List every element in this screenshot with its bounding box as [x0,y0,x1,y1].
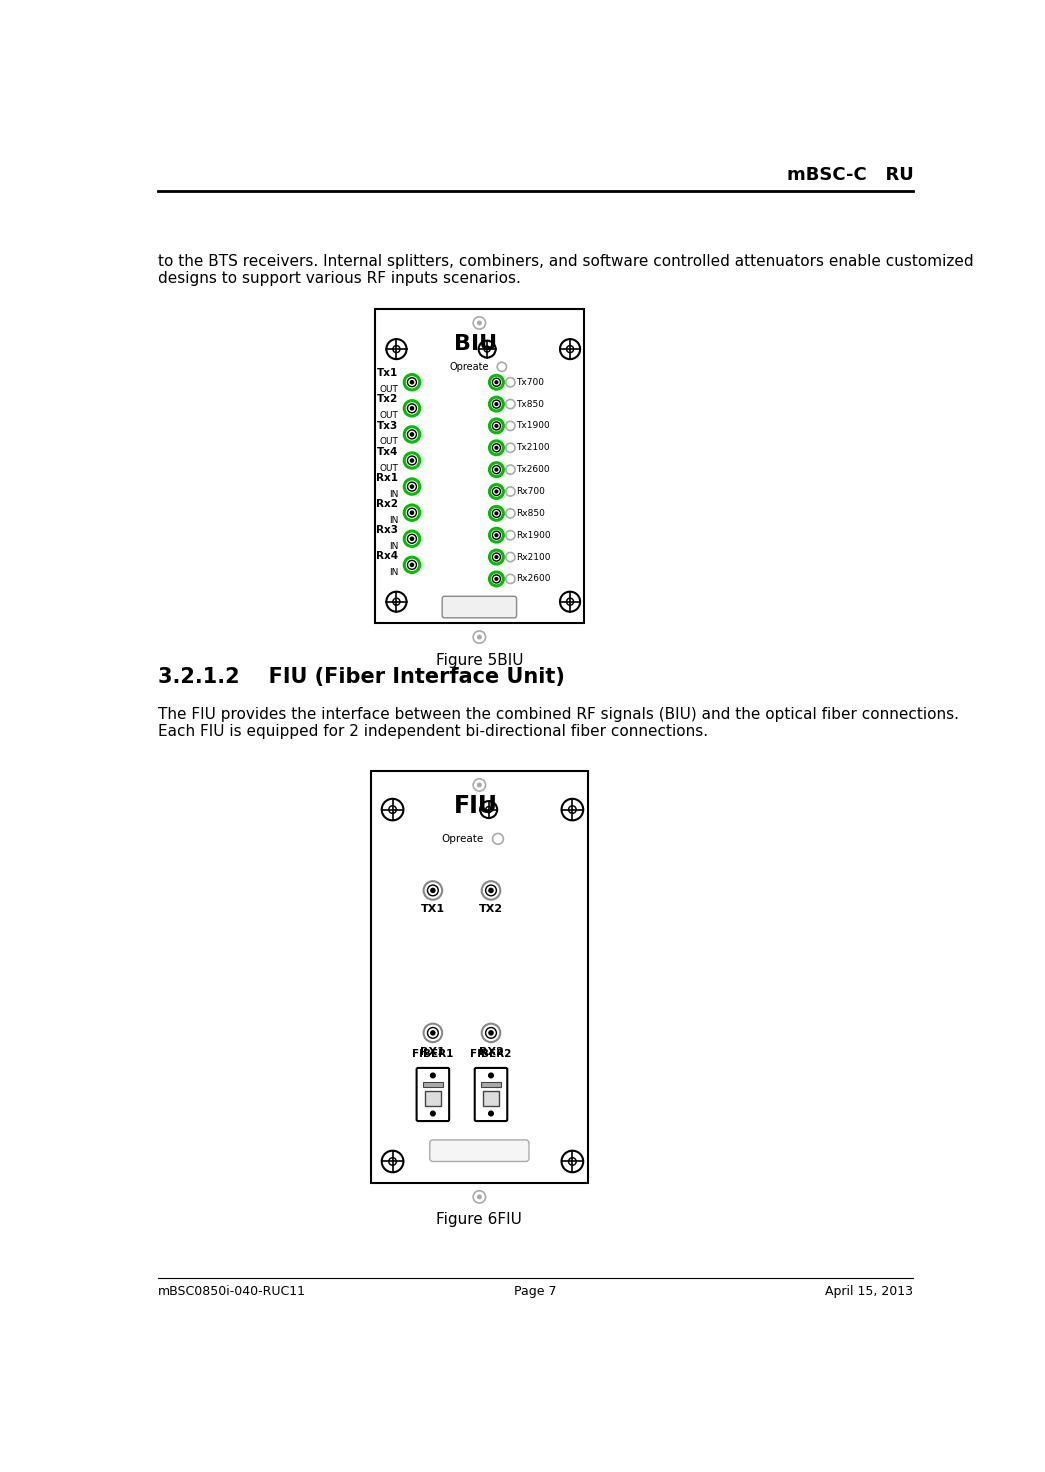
Circle shape [410,536,414,542]
Text: Rx2100: Rx2100 [516,552,551,561]
Circle shape [410,511,414,515]
Text: Rx4: Rx4 [376,551,398,561]
FancyBboxPatch shape [442,596,516,618]
Bar [483,1091,500,1107]
Text: TX1: TX1 [421,904,445,914]
Text: FIBER1: FIBER1 [412,1050,454,1058]
Text: April 15, 2013: April 15, 2013 [826,1285,913,1298]
Text: Opreate: Opreate [450,362,489,372]
FancyBboxPatch shape [474,1067,507,1122]
Circle shape [431,1073,435,1078]
Text: Tx700: Tx700 [516,378,544,387]
Text: mBSC0850i-040-RUC11: mBSC0850i-040-RUC11 [158,1285,306,1298]
Text: Rx1900: Rx1900 [516,531,551,540]
Circle shape [488,1030,494,1036]
Circle shape [410,458,414,462]
Circle shape [489,1111,493,1116]
Circle shape [494,577,498,581]
Text: designs to support various RF inputs scenarios.: designs to support various RF inputs sce… [158,271,520,286]
Text: mBSC-C   RU: mBSC-C RU [787,165,913,184]
Text: Each FIU is equipped for 2 independent bi-directional fiber connections.: Each FIU is equipped for 2 independent b… [158,724,707,739]
Text: Figure 5BIU: Figure 5BIU [436,652,524,667]
Bar [482,1082,501,1086]
Circle shape [494,555,498,559]
Text: Rx2: Rx2 [376,499,398,509]
Circle shape [410,380,414,384]
Text: Tx4: Tx4 [376,446,398,456]
Text: IN: IN [389,515,398,524]
Text: Rx1: Rx1 [376,473,398,483]
Bar [423,1082,443,1086]
Circle shape [494,468,498,471]
Circle shape [431,1111,435,1116]
Circle shape [410,406,414,411]
Text: Tx1900: Tx1900 [516,421,551,430]
Text: The FIU provides the interface between the combined RF signals (BIU) and the opt: The FIU provides the interface between t… [158,707,958,723]
Text: Rx3: Rx3 [376,526,398,534]
Circle shape [488,888,494,894]
Circle shape [494,511,498,515]
Text: 3.2.1.2    FIU (Fiber Interface Unit): 3.2.1.2 FIU (Fiber Interface Unit) [158,667,564,687]
Text: OUT: OUT [379,464,398,473]
Bar [424,1091,441,1107]
Text: Tx3: Tx3 [377,421,398,430]
Circle shape [489,1073,493,1078]
Circle shape [410,562,414,567]
Text: Rx700: Rx700 [516,487,545,496]
Circle shape [494,424,498,428]
Text: Figure 6FIU: Figure 6FIU [437,1213,522,1228]
Text: Page 7: Page 7 [514,1285,556,1298]
Text: Rx850: Rx850 [516,509,545,518]
Text: OUT: OUT [379,386,398,394]
Text: FIBER2: FIBER2 [470,1050,512,1058]
Circle shape [494,446,498,450]
Circle shape [494,380,498,384]
Circle shape [410,484,414,489]
Circle shape [477,1194,482,1200]
Text: FIU: FIU [454,793,497,818]
Circle shape [494,402,498,406]
Text: Tx2600: Tx2600 [516,465,551,474]
Circle shape [477,321,482,325]
Text: RX2: RX2 [479,1047,504,1057]
Circle shape [494,489,498,493]
Text: Opreate: Opreate [442,833,484,843]
Text: Tx1: Tx1 [377,368,398,378]
Text: RX1: RX1 [420,1047,445,1057]
Circle shape [477,783,482,788]
Text: Rx2600: Rx2600 [516,574,551,583]
Circle shape [431,888,436,894]
Bar [375,309,584,623]
Text: OUT: OUT [379,437,398,446]
FancyBboxPatch shape [417,1067,449,1122]
Text: IN: IN [389,490,398,499]
Text: to the BTS receivers. Internal splitters, combiners, and software controlled att: to the BTS receivers. Internal splitters… [158,253,973,269]
Text: Tx2: Tx2 [377,394,398,405]
Text: BIU: BIU [454,334,497,353]
Bar [371,771,588,1183]
Text: Tx850: Tx850 [516,399,544,409]
FancyBboxPatch shape [429,1139,529,1161]
Text: OUT: OUT [379,411,398,421]
Circle shape [477,634,482,639]
Text: IN: IN [389,542,398,551]
Text: Tx2100: Tx2100 [516,443,551,452]
Circle shape [431,1030,436,1036]
Circle shape [494,533,498,537]
Text: TX2: TX2 [479,904,503,914]
Text: IN: IN [389,568,398,577]
Circle shape [410,433,414,437]
